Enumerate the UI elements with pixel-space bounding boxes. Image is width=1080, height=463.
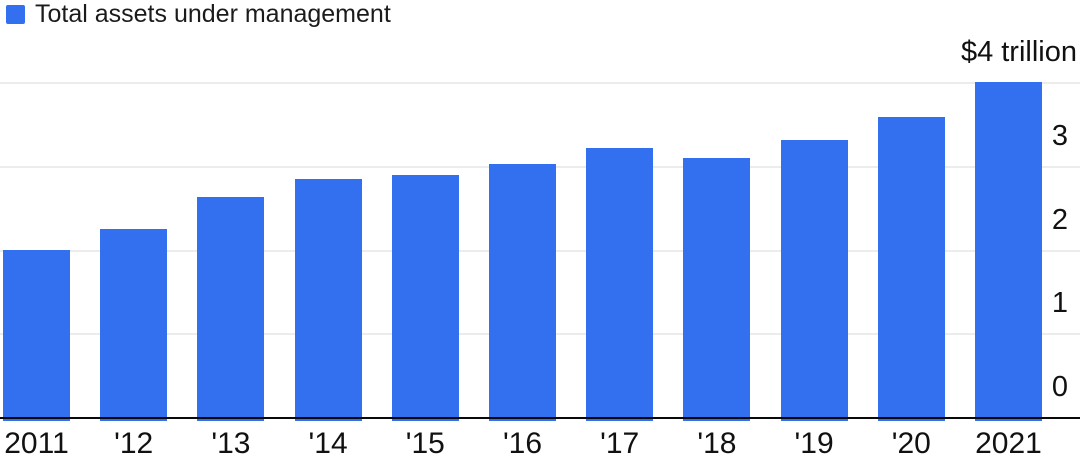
bar-20 — [877, 117, 945, 421]
bar-17 — [586, 148, 654, 421]
x-tick-label-20: '20 — [891, 427, 931, 460]
x-axis-line — [0, 417, 1080, 419]
gridline-4 — [0, 82, 1080, 84]
bar-15 — [391, 174, 459, 421]
x-tick-label-18: '18 — [697, 427, 737, 460]
x-tick-label-17: '17 — [600, 427, 640, 460]
bar-18 — [683, 158, 751, 421]
bar-2021 — [975, 82, 1042, 421]
bar-2011 — [3, 250, 70, 421]
bar-19 — [780, 139, 848, 421]
x-tick-label-14: '14 — [308, 427, 348, 460]
y-tick-label-0: 0 — [1051, 371, 1069, 403]
x-tick-label-13: '13 — [211, 427, 251, 460]
bar-13 — [197, 196, 265, 421]
x-tick-label-2011: 2011 — [4, 427, 69, 460]
bar-12 — [100, 229, 168, 421]
legend-swatch-icon — [6, 4, 25, 24]
x-tick-label-2021: 2021 — [975, 427, 1042, 460]
y-axis-top-label: $4 trillion — [960, 36, 1077, 68]
y-tick-label-1: 1 — [1051, 287, 1069, 320]
y-tick-label-2: 2 — [1051, 203, 1069, 236]
bar-16 — [489, 164, 556, 421]
legend-label: Total assets under management — [35, 0, 391, 28]
x-tick-label-15: '15 — [405, 427, 445, 460]
bar-14 — [294, 179, 362, 421]
x-tick-label-19: '19 — [794, 427, 834, 460]
legend: Total assets under management — [6, 1, 391, 27]
x-tick-label-16: '16 — [502, 427, 543, 460]
x-tick-label-12: '12 — [114, 427, 154, 460]
y-tick-label-3: 3 — [1051, 119, 1069, 152]
